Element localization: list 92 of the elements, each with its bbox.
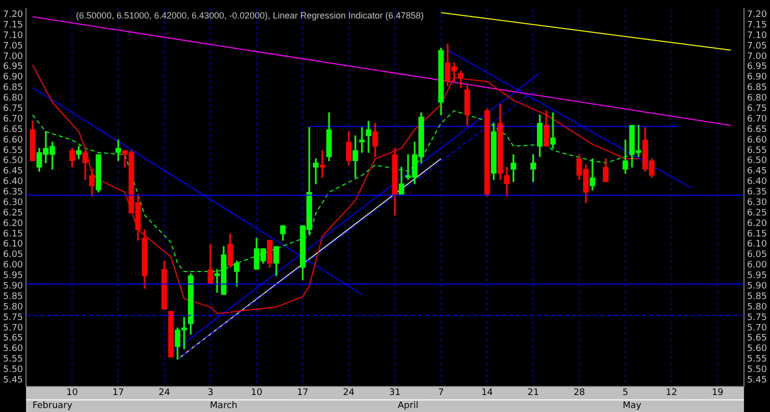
y2-tick-label: 5.80 — [746, 302, 768, 312]
y-tick-label: 7.00 — [2, 52, 24, 62]
x-tick-label: 21 — [527, 388, 539, 398]
y2-tick-label: 5.65 — [746, 334, 768, 344]
y-tick-label: 6.00 — [2, 260, 24, 271]
y2-tick-label: 7.00 — [746, 52, 768, 62]
x-tick-label: 24 — [158, 388, 170, 398]
y-tick-label: 6.75 — [2, 104, 24, 114]
y-tick-label: 6.20 — [2, 218, 24, 229]
y-tick-label: 6.35 — [2, 188, 24, 198]
y-tick-label: 6.15 — [2, 229, 24, 240]
y-tick-label: 6.40 — [2, 177, 24, 188]
y-tick-label: 5.60 — [2, 344, 24, 354]
y-tick-label: 6.30 — [2, 198, 24, 208]
y2-tick-label: 6.80 — [746, 94, 768, 104]
y-tick-label: 6.05 — [2, 250, 24, 260]
x-tick-label: 5 — [622, 388, 628, 398]
y2-tick-label: 6.35 — [746, 188, 768, 198]
x2-tick-label: March — [210, 400, 238, 411]
y-tick-label: 5.80 — [2, 302, 24, 312]
y2-tick-label: 6.45 — [746, 166, 768, 177]
y2-tick-label: 7.15 — [746, 20, 768, 30]
y2-tick-label: 6.70 — [746, 114, 768, 124]
y2-tick-label: 6.40 — [746, 177, 768, 188]
y-tick-label: 6.85 — [2, 83, 24, 94]
y2-tick-label: 6.25 — [746, 208, 768, 218]
x2-tick-label: February — [32, 400, 73, 411]
y-tick-label: 6.90 — [2, 72, 24, 83]
y-tick-label: 6.45 — [2, 166, 24, 177]
x-tick-label: 10 — [250, 388, 263, 398]
y-tick-label: 7.15 — [2, 20, 24, 30]
x2-tick-label: May — [622, 400, 642, 411]
y-tick-label: 6.50 — [2, 156, 24, 166]
y-tick-label: 6.65 — [2, 124, 24, 135]
x-tick-label: 14 — [481, 388, 494, 398]
y2-tick-label: 6.85 — [746, 83, 768, 94]
y-tick-label: 5.90 — [2, 282, 24, 292]
y2-tick-label: 5.50 — [746, 365, 768, 376]
y2-tick-label: 6.55 — [746, 146, 768, 156]
y2-tick-label: 5.85 — [746, 292, 768, 302]
x-tick-label: 7 — [438, 388, 444, 398]
y2-tick-label: 6.50 — [746, 156, 768, 166]
x2-tick-label: April — [398, 400, 418, 411]
x-tick-label: 24 — [343, 388, 355, 398]
y2-tick-label: 5.90 — [746, 282, 768, 292]
y-tick-label: 5.75 — [2, 312, 24, 323]
y-tick-label: 5.95 — [2, 271, 24, 282]
x-tick-label: 3 — [208, 388, 214, 398]
x-tick-label: 17 — [296, 388, 308, 398]
y2-tick-label: 7.20 — [746, 10, 768, 20]
x-tick-label: 31 — [389, 388, 401, 398]
y-tick-label: 7.05 — [2, 41, 24, 52]
y-tick-label: 6.80 — [2, 94, 24, 104]
x-tick-label: 10 — [66, 388, 78, 398]
y-tick-label: 6.60 — [2, 135, 24, 146]
y2-tick-label: 5.95 — [746, 271, 768, 282]
y-tick-label: 7.20 — [2, 10, 24, 20]
y2-tick-label: 7.05 — [746, 41, 768, 52]
y2-tick-label: 6.65 — [746, 124, 768, 135]
y2-tick-label: 5.75 — [746, 312, 768, 323]
y-tick-label: 5.55 — [2, 354, 24, 365]
y2-tick-label: 7.10 — [746, 30, 768, 41]
y2-tick-label: 6.60 — [746, 135, 768, 146]
y-tick-label: 5.70 — [2, 323, 24, 334]
y-tick-label: 6.10 — [2, 240, 24, 250]
y2-tick-label: 6.05 — [746, 250, 768, 260]
y-tick-label: 5.65 — [2, 334, 24, 344]
y-tick-label: 6.95 — [2, 62, 24, 72]
y2-tick-label: 6.10 — [746, 240, 768, 250]
y2-tick-label: 5.55 — [746, 354, 768, 365]
y2-tick-label: 6.15 — [746, 229, 768, 240]
y2-tick-label: 6.90 — [746, 72, 768, 83]
y-tick-label: 6.25 — [2, 208, 24, 218]
y-tick-label: 5.50 — [2, 365, 24, 376]
y2-tick-label: 6.00 — [746, 260, 768, 271]
y-tick-label: 5.45 — [2, 375, 24, 386]
y-tick-label: 6.55 — [2, 146, 24, 156]
x-tick-label: 19 — [712, 388, 724, 398]
y2-tick-label: 5.70 — [746, 323, 768, 334]
y-tick-label: 5.85 — [2, 292, 24, 302]
x-tick-label: 17 — [112, 388, 124, 398]
y2-tick-label: 6.30 — [746, 198, 768, 208]
y2-tick-label: 5.60 — [746, 344, 768, 354]
y-tick-label: 7.10 — [2, 30, 24, 41]
chart-title: (6.50000, 6.51000, 6.42000, 6.43000, -0.02000), Linear Regression Indicator (6.47858) — [76, 10, 424, 20]
x-tick-label: 12 — [666, 388, 678, 398]
y2-tick-label: 5.45 — [746, 375, 768, 386]
x-tick-label: 28 — [574, 388, 586, 398]
y-tick-label: 6.70 — [2, 114, 24, 124]
y2-tick-label: 6.95 — [746, 62, 768, 72]
y2-tick-label: 6.75 — [746, 104, 768, 114]
y2-tick-label: 6.20 — [746, 218, 768, 229]
